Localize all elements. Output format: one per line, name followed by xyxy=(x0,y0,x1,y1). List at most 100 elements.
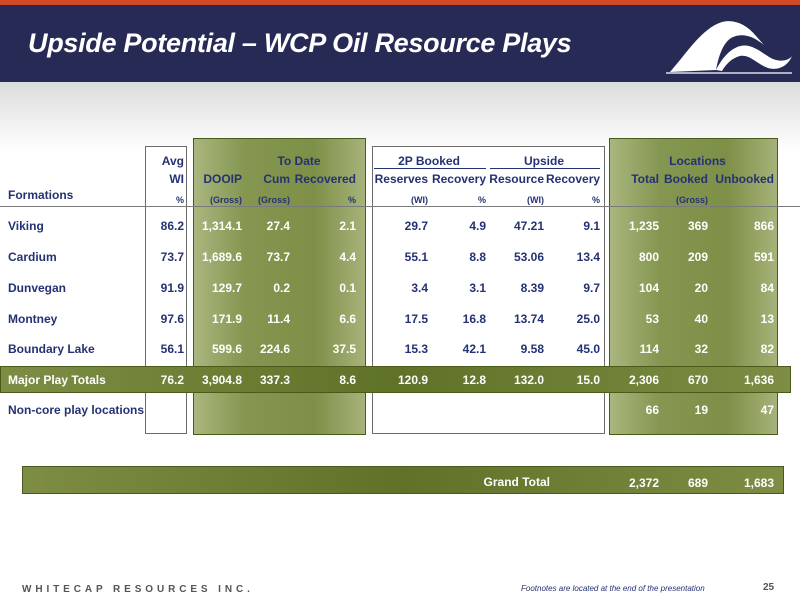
recovery-2p-unit: % xyxy=(477,195,486,205)
wave-logo-icon xyxy=(666,21,792,74)
grand-total-band xyxy=(22,466,784,494)
cum-value: 224.6 xyxy=(259,342,290,356)
resource-value: 53.06 xyxy=(513,250,544,264)
booked-2p-header: 2P Booked xyxy=(398,154,460,168)
totals-label: Major Play Totals xyxy=(8,373,106,387)
recovery-upside-unit: % xyxy=(591,195,600,205)
dooip-unit: (Gross) xyxy=(209,195,242,205)
booked-value: 32 xyxy=(694,342,708,356)
totals-recovered: 8.6 xyxy=(339,373,356,387)
cum-value: 0.2 xyxy=(273,281,290,295)
accent-stripe xyxy=(0,0,800,5)
reserves-value: 55.1 xyxy=(404,250,428,264)
recovered-value: 4.4 xyxy=(339,250,356,264)
recovery-upside-value: 13.4 xyxy=(576,250,600,264)
totals-booked: 670 xyxy=(687,373,708,387)
company-name: WHITECAP RESOURCES INC. xyxy=(22,584,254,595)
wi-value: 86.2 xyxy=(160,219,184,233)
dooip-value: 1,314.1 xyxy=(201,219,242,233)
formations-header: Formations xyxy=(8,188,74,202)
wi-value: 73.7 xyxy=(160,250,184,264)
unbooked-header: Unbooked xyxy=(715,172,774,186)
recovered-header: Recovered xyxy=(294,172,356,186)
resource-header: Resource xyxy=(489,172,544,186)
reserves-value: 17.5 xyxy=(404,312,428,326)
resource-value: 47.21 xyxy=(513,219,544,233)
noncore-booked: 19 xyxy=(694,403,708,417)
cum-value: 27.4 xyxy=(266,219,290,233)
resource-value: 9.58 xyxy=(520,342,544,356)
booked-value: 369 xyxy=(687,219,708,233)
booked-value: 209 xyxy=(687,250,708,264)
wi-value: 56.1 xyxy=(160,342,184,356)
recovered-unit: % xyxy=(347,195,356,205)
totals-reserves: 120.9 xyxy=(397,373,428,387)
unbooked-value: 591 xyxy=(753,250,774,264)
booked-value: 20 xyxy=(694,281,708,295)
unbooked-value: 13 xyxy=(760,312,774,326)
resource-value: 13.74 xyxy=(513,312,544,326)
wi-header: WI xyxy=(169,172,184,186)
total-value: 800 xyxy=(638,250,659,264)
recovery-2p-value: 3.1 xyxy=(469,281,486,295)
to-date-header: To Date xyxy=(277,154,321,168)
totals-recovery-2p: 12.8 xyxy=(462,373,486,387)
resource-value: 8.39 xyxy=(520,281,544,295)
recovery-2p-header: Recovery xyxy=(431,172,486,186)
noncore-unbooked: 47 xyxy=(760,403,774,417)
totals-wi: 76.2 xyxy=(160,373,184,387)
totals-cum: 337.3 xyxy=(259,373,290,387)
booked-value: 40 xyxy=(694,312,708,326)
dooip-value: 1,689.6 xyxy=(201,250,242,264)
recovery-2p-value: 42.1 xyxy=(462,342,486,356)
total-header: Total xyxy=(631,172,659,186)
recovery-upside-value: 9.1 xyxy=(583,219,600,233)
header-band xyxy=(0,5,800,82)
formation-name: Montney xyxy=(8,312,58,326)
reserves-unit: (WI) xyxy=(411,195,428,205)
dooip-header: DOOIP xyxy=(203,172,242,186)
noncore-total: 66 xyxy=(645,403,659,417)
totals-recovery-upside: 15.0 xyxy=(576,373,600,387)
dooip-value: 171.9 xyxy=(211,312,242,326)
reserves-value: 3.4 xyxy=(411,281,428,295)
grand-booked: 689 xyxy=(687,476,708,490)
dooip-value: 129.7 xyxy=(211,281,242,295)
formation-name: Viking xyxy=(8,219,44,233)
wi-value: 91.9 xyxy=(160,281,184,295)
slide-title: Upside Potential – WCP Oil Resource Play… xyxy=(28,28,572,58)
resource-unit: (WI) xyxy=(527,195,544,205)
recovered-value: 2.1 xyxy=(339,219,356,233)
recovery-2p-value: 4.9 xyxy=(469,219,486,233)
noncore-label: Non-core play locations xyxy=(8,403,145,417)
reserves-header: Reserves xyxy=(374,172,428,186)
wi-value: 97.6 xyxy=(160,312,184,326)
reserves-value: 15.3 xyxy=(404,342,428,356)
recovery-upside-header: Recovery xyxy=(546,172,601,186)
page-number: 25 xyxy=(763,582,775,593)
grand-total-label: Grand Total xyxy=(483,475,550,489)
reserves-value: 29.7 xyxy=(404,219,428,233)
formation-name: Dunvegan xyxy=(8,281,67,295)
cum-header: Cum xyxy=(263,172,290,186)
total-value: 104 xyxy=(638,281,659,295)
cum-value: 11.4 xyxy=(267,312,290,326)
grand-unbooked: 1,683 xyxy=(743,476,774,490)
cum-value: 73.7 xyxy=(266,250,290,264)
totals-dooip: 3,904.8 xyxy=(201,373,242,387)
total-value: 114 xyxy=(639,342,659,356)
wi-unit: % xyxy=(175,195,184,205)
avg-header: Avg xyxy=(161,154,184,168)
cum-unit: (Gross) xyxy=(257,195,290,205)
totals-total: 2,306 xyxy=(628,373,659,387)
booked-header: Booked xyxy=(663,172,708,186)
recovered-value: 0.1 xyxy=(339,281,356,295)
recovered-value: 6.6 xyxy=(339,312,356,326)
formation-name: Cardium xyxy=(8,250,57,264)
unbooked-value: 866 xyxy=(753,219,774,233)
upside-header-line xyxy=(490,168,600,169)
total-value: 53 xyxy=(645,312,659,326)
major-play-totals-band xyxy=(0,366,791,393)
upside-header: Upside xyxy=(523,154,564,168)
unbooked-value: 84 xyxy=(760,281,774,295)
